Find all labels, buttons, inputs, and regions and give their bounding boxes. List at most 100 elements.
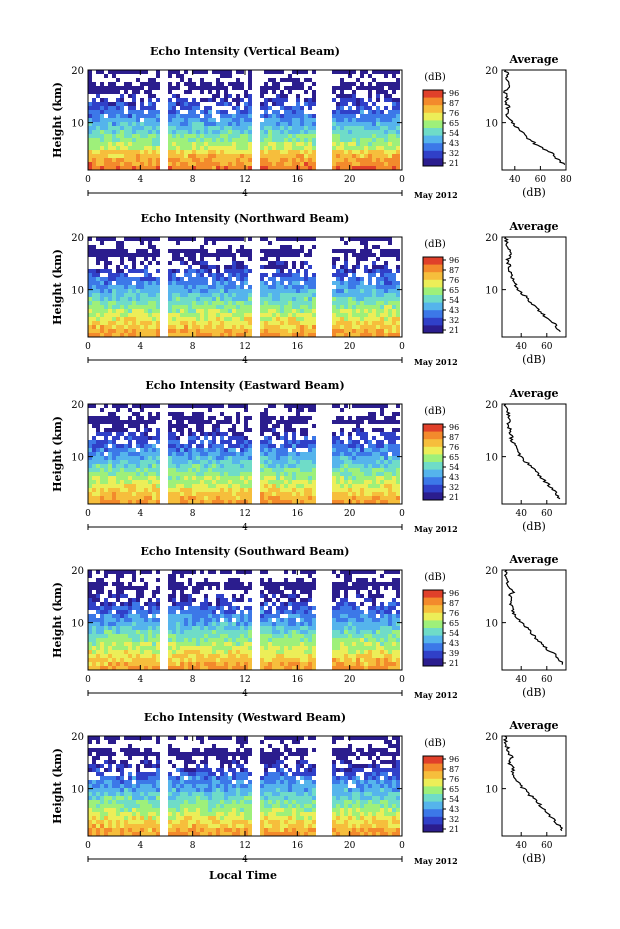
heatmap-cell <box>360 496 364 500</box>
heatmap-cell <box>156 249 160 253</box>
heatmap-cell <box>268 416 272 420</box>
heatmap-cell <box>364 305 368 309</box>
heatmap-cell <box>228 281 232 285</box>
heatmap-cell <box>360 416 364 420</box>
heatmap-cell <box>276 301 280 305</box>
heatmap-cell <box>336 325 340 329</box>
heatmap-cell <box>372 237 376 241</box>
heatmap-cell <box>336 440 340 444</box>
heatmap-cell <box>344 321 348 325</box>
heatmap-cell <box>108 594 112 598</box>
heatmap-cell <box>344 464 348 468</box>
heatmap-cell <box>248 110 252 114</box>
heatmap-cell <box>268 476 272 480</box>
heatmap-cell <box>88 146 92 150</box>
heatmap-cell <box>88 456 92 460</box>
heatmap-cell <box>136 90 140 94</box>
heatmap-cell <box>308 313 312 317</box>
profile-title: Average <box>508 53 558 66</box>
heatmap-cell <box>276 456 280 460</box>
heatmap-cell <box>388 309 392 313</box>
heatmap-cell <box>108 162 112 166</box>
heatmap-cell <box>288 476 292 480</box>
heatmap-cell <box>232 154 236 158</box>
heatmap-cell <box>116 289 120 293</box>
heatmap-cell <box>116 460 120 464</box>
heatmap-cell <box>136 626 140 630</box>
heatmap-cell <box>104 630 108 634</box>
heatmap-cell <box>148 420 152 424</box>
heatmap-cell <box>108 134 112 138</box>
heatmap-cell <box>172 86 176 90</box>
heatmap-cell <box>88 162 92 166</box>
heatmap-cell <box>128 456 132 460</box>
heatmap-cell <box>108 293 112 297</box>
heatmap-cell <box>136 666 140 670</box>
heatmap-cell <box>236 249 240 253</box>
heatmap-cell <box>296 293 300 297</box>
heatmap-cell <box>280 269 284 273</box>
heatmap-cell <box>372 325 376 329</box>
heatmap-cell <box>220 460 224 464</box>
heatmap-cell <box>296 138 300 142</box>
heatmap-cell <box>228 452 232 456</box>
heatmap-cell <box>200 500 204 504</box>
colorbar-segment <box>423 325 443 334</box>
heatmap-cell <box>376 321 380 325</box>
heatmap-cell <box>224 472 228 476</box>
heatmap-cell <box>228 301 232 305</box>
heatmap-cell <box>140 285 144 289</box>
heatmap-cell <box>288 285 292 289</box>
heatmap-cell <box>384 333 388 337</box>
heatmap-cell <box>188 134 192 138</box>
heatmap-cell <box>144 293 148 297</box>
heatmap-cell <box>292 253 296 257</box>
colorbar-segment <box>423 295 443 304</box>
heatmap-cell <box>132 158 136 162</box>
heatmap-cell <box>364 257 368 261</box>
heatmap-cell <box>264 309 268 313</box>
heatmap-cell <box>120 106 124 110</box>
heatmap-cell <box>148 237 152 241</box>
heatmap-cell <box>372 245 376 249</box>
heatmap-cell <box>236 86 240 90</box>
heatmap-cell <box>180 166 184 170</box>
heatmap-cell <box>176 602 180 606</box>
heatmap-cell <box>208 138 212 142</box>
heatmap-cell <box>140 658 144 662</box>
heatmap-cell <box>224 130 228 134</box>
heatmap-cell <box>300 496 304 500</box>
heatmap-cell <box>148 452 152 456</box>
heatmap-cell <box>144 436 148 440</box>
heatmap-cell <box>228 472 232 476</box>
heatmap-cell <box>292 464 296 468</box>
heatmap-cell <box>100 488 104 492</box>
heatmap-cell <box>356 146 360 150</box>
heatmap-cell <box>156 598 160 602</box>
heatmap-cell <box>148 78 152 82</box>
heatmap-cell <box>144 658 148 662</box>
heatmap-cell <box>352 134 356 138</box>
heatmap-cell <box>340 90 344 94</box>
heatmap-cell <box>356 297 360 301</box>
heatmap-cell <box>268 428 272 432</box>
heatmap-cell <box>172 154 176 158</box>
heatmap-cell <box>360 142 364 146</box>
heatmap-cell <box>88 420 92 424</box>
heatmap-cell <box>176 582 180 586</box>
heatmap-cell <box>304 138 308 142</box>
heatmap-cell <box>388 122 392 126</box>
heatmap-cell <box>136 614 140 618</box>
heatmap-cell <box>332 86 336 90</box>
heatmap-cell <box>264 158 268 162</box>
heatmap-cell <box>356 162 360 166</box>
heatmap-cell <box>352 464 356 468</box>
heatmap-cell <box>276 138 280 142</box>
heatmap-cell <box>332 265 336 269</box>
heatmap-cell <box>180 456 184 460</box>
heatmap-cell <box>156 492 160 496</box>
heatmap-cell <box>180 321 184 325</box>
heatmap-cell <box>392 130 396 134</box>
heatmap-cell <box>128 488 132 492</box>
heatmap-cell <box>112 309 116 313</box>
